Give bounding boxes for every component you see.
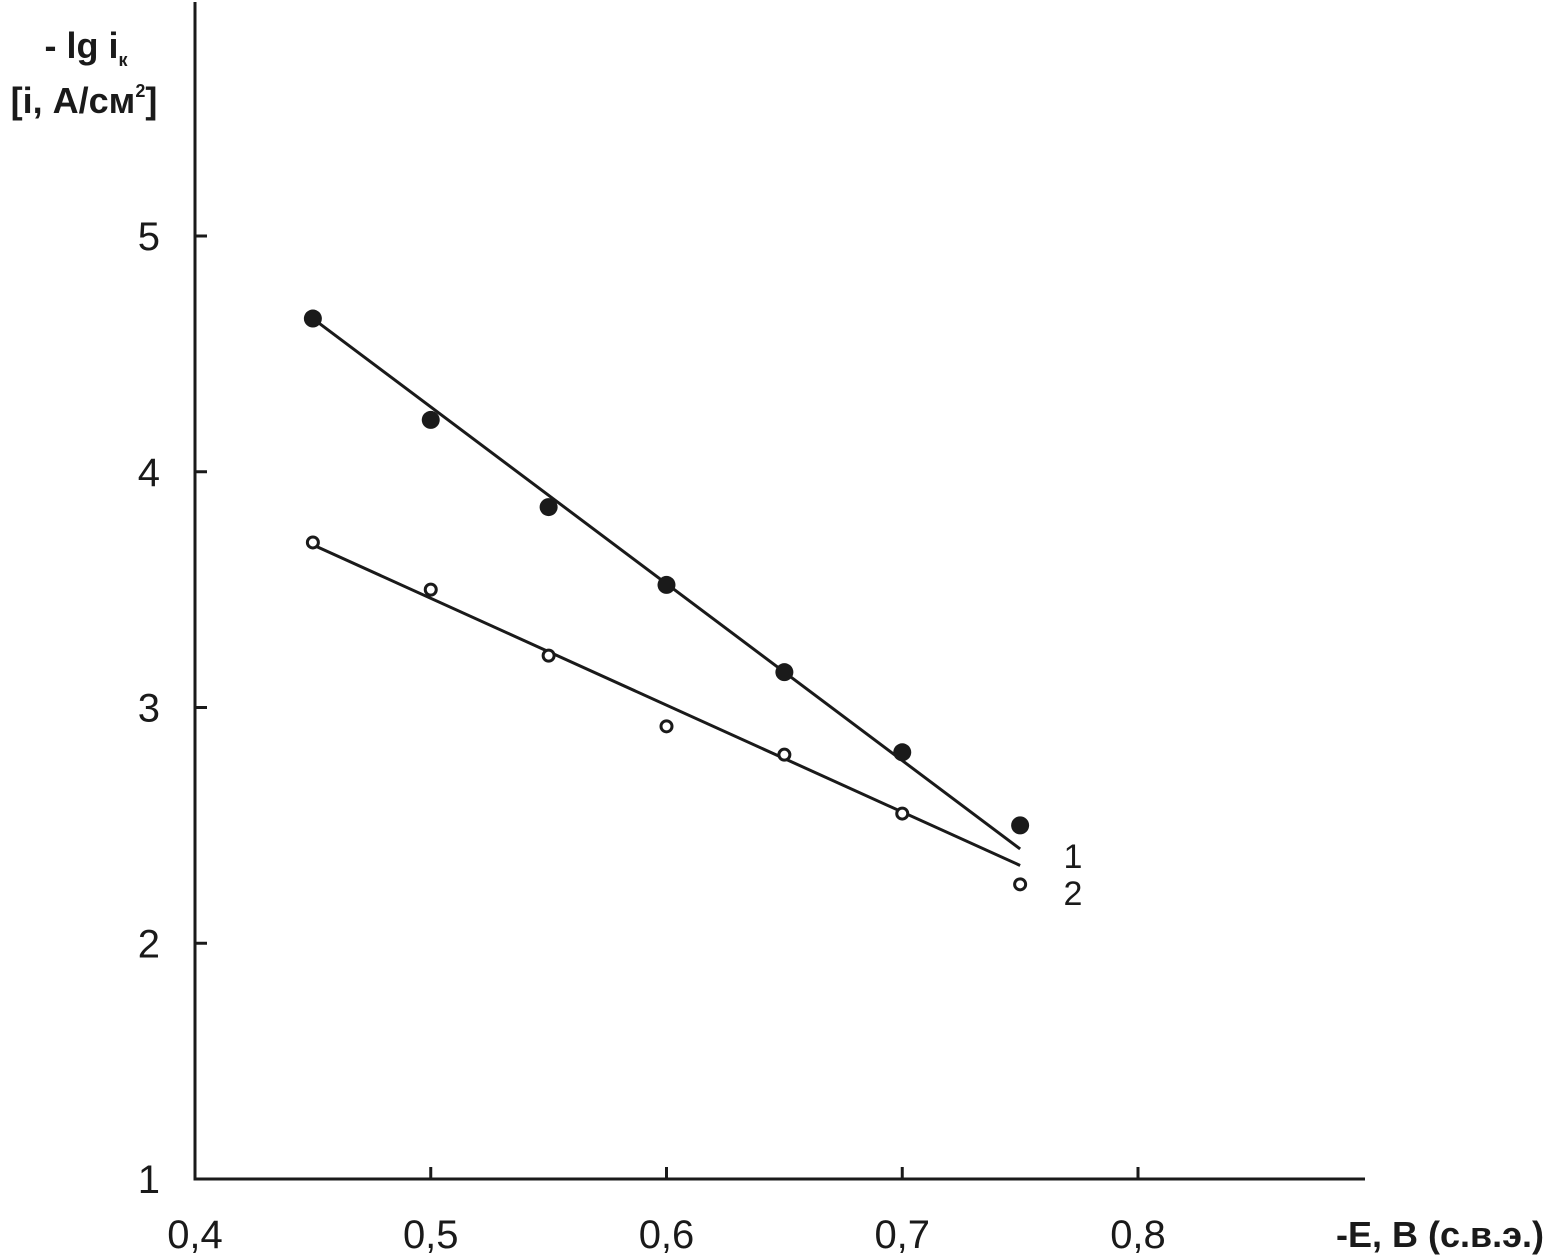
- point-series-1: [539, 498, 558, 517]
- data-points: [303, 309, 1030, 892]
- x-axis-title: -E, В (с.в.э.): [1336, 1214, 1544, 1255]
- x-tick-label: 0,8: [1110, 1213, 1166, 1257]
- point-series-1: [893, 743, 912, 762]
- point-series-2: [659, 719, 674, 734]
- point-series-2: [541, 648, 556, 663]
- point-series-1: [775, 663, 794, 682]
- y-tick-label: 2: [138, 922, 160, 966]
- point-series-2: [777, 747, 792, 762]
- x-tick-label: 0,7: [874, 1213, 930, 1257]
- point-series-2: [423, 582, 438, 597]
- y-axis-unit: [i, А/см2]: [11, 80, 158, 121]
- y-axis-title: - lg iк: [44, 25, 128, 70]
- x-tick-label: 0,5: [403, 1213, 459, 1257]
- y-tick-label: 3: [138, 687, 160, 731]
- series-label-1: 1: [1064, 838, 1083, 876]
- point-series-1: [657, 575, 676, 594]
- point-series-1: [303, 309, 322, 328]
- x-tick-label: 0,6: [639, 1213, 695, 1257]
- y-tick-label: 5: [138, 215, 160, 259]
- labels: 12: [1064, 838, 1083, 913]
- point-series-2: [305, 535, 320, 550]
- point-series-1: [421, 410, 440, 429]
- y-tick-label: 4: [138, 451, 160, 495]
- point-series-1: [1011, 816, 1030, 835]
- y-tick-label: 1: [138, 1158, 160, 1202]
- point-series-2: [1013, 877, 1028, 892]
- x-tick-label: 0,4: [167, 1213, 223, 1257]
- series-label-2: 2: [1064, 875, 1083, 913]
- point-series-2: [895, 806, 910, 821]
